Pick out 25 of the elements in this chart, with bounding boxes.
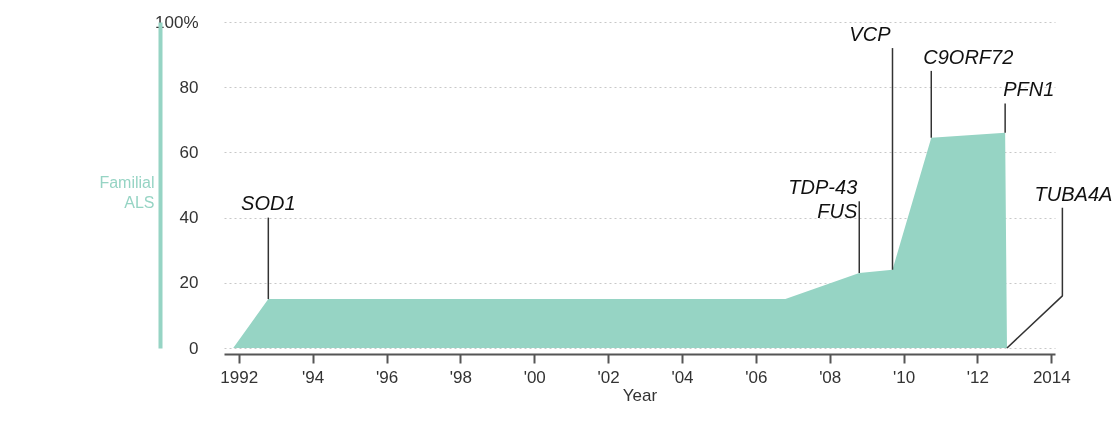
x-tick-label: 1992 (220, 367, 259, 387)
annotation: SOD1 (241, 192, 296, 215)
x-tick-label: '02 (597, 367, 620, 387)
x-tick-label: '06 (745, 367, 768, 387)
y-tick-label: 0 (189, 338, 199, 358)
annotation: VCP (849, 22, 892, 45)
x-tick-label: '00 (523, 367, 546, 387)
x-axis-title: Year (622, 385, 658, 405)
y-axis-title: Familial ALS (99, 173, 155, 211)
x-tick-label: '98 (449, 367, 472, 387)
annotation: TUBA4A (1034, 182, 1113, 205)
annotation: C9ORF72 (923, 45, 1014, 68)
annotation: PFN1 (1003, 78, 1055, 101)
x-tick-label: '94 (302, 367, 325, 387)
y-tick-label: 80 (179, 77, 199, 97)
y-tick-label: 60 (179, 142, 199, 162)
y-tick-label: 20 (179, 273, 199, 293)
annotation: TDP-43 FUS (788, 176, 858, 223)
x-tick-label: '08 (819, 367, 842, 387)
x-tick-label: 2014 (1032, 367, 1071, 387)
x-tick-label: '96 (375, 367, 399, 387)
y-tick-label: 40 (179, 208, 199, 228)
x-tick-label: '10 (893, 367, 916, 387)
x-tick-label: '12 (966, 367, 990, 387)
x-tick-label: '04 (671, 367, 694, 387)
